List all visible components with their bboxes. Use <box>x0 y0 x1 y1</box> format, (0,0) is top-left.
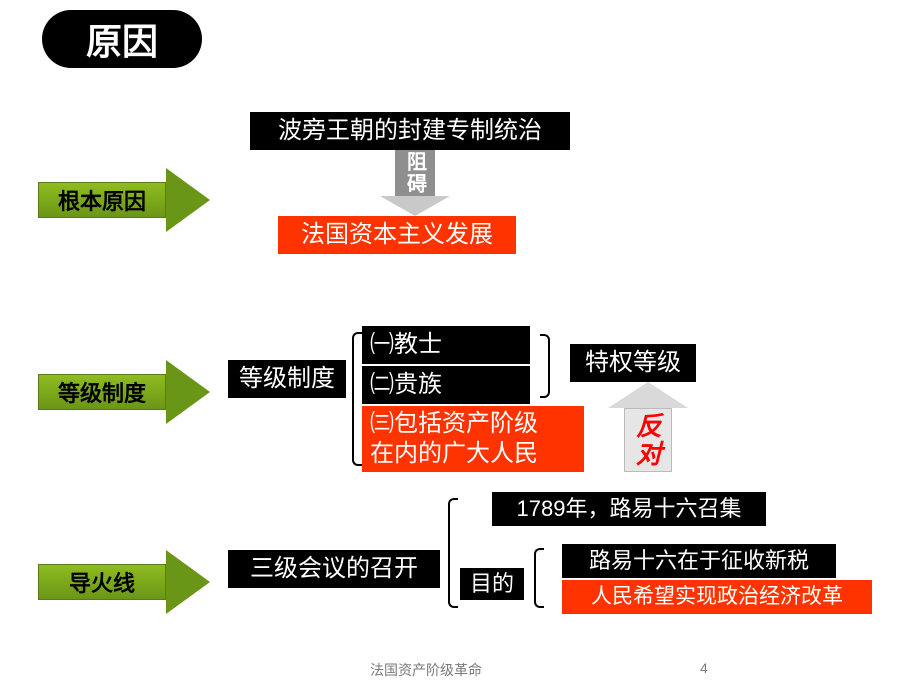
black-box-feudal: 波旁王朝的封建专制统治 <box>250 112 570 150</box>
black-box-hier2: 等级制度 <box>228 360 346 398</box>
cause-arrow-0: 根本原因 <box>38 168 210 232</box>
bracket-3 <box>534 548 544 608</box>
oppose-arrow-tip <box>608 382 688 408</box>
bracket-2 <box>448 498 458 608</box>
bracket-1 <box>540 334 550 398</box>
page-number: 4 <box>700 660 708 676</box>
cause-arrow-2: 导火线 <box>38 550 210 614</box>
bracket-0 <box>352 332 362 466</box>
footer-text: 法国资产阶级革命 <box>370 660 482 680</box>
cause-arrow-shaft: 导火线 <box>38 564 166 600</box>
blocks-arrow-label: 阻碍 <box>401 151 430 195</box>
orange-box-cap: 法国资本主义发展 <box>278 216 516 254</box>
black-box-purpose: 目的 <box>460 568 524 600</box>
cause-arrow-head <box>166 550 210 614</box>
cause-arrow-1: 等级制度 <box>38 360 210 424</box>
blocks-arrow-tip <box>380 196 450 216</box>
orange-box-third: ㈢包括资产阶级 在内的广大人民 <box>362 406 584 472</box>
oppose-arrow-label: 反对 <box>630 412 667 468</box>
black-box-estates: 三级会议的召开 <box>228 550 440 588</box>
cause-arrow-shaft: 根本原因 <box>38 182 166 218</box>
black-box-noble: ㈡贵族 <box>362 366 530 404</box>
oppose-arrow-stem: 反对 <box>624 408 672 472</box>
cause-arrow-head <box>166 360 210 424</box>
oppose-arrow: 反对 <box>608 382 688 472</box>
blocks-arrow: 阻碍 <box>380 150 450 216</box>
black-box-newtax: 路易十六在于征收新税 <box>562 544 836 578</box>
title-text: 原因 <box>86 13 158 65</box>
blocks-arrow-stem: 阻碍 <box>395 150 435 196</box>
black-box-priest: ㈠教士 <box>362 326 530 364</box>
black-box-1789: 1789年，路易十六召集 <box>492 492 766 526</box>
cause-arrow-head <box>166 168 210 232</box>
orange-box-reform: 人民希望实现政治经济改革 <box>562 580 872 614</box>
title-badge: 原因 <box>42 10 202 68</box>
black-box-priv: 特权等级 <box>570 344 696 382</box>
cause-arrow-shaft: 等级制度 <box>38 374 166 410</box>
